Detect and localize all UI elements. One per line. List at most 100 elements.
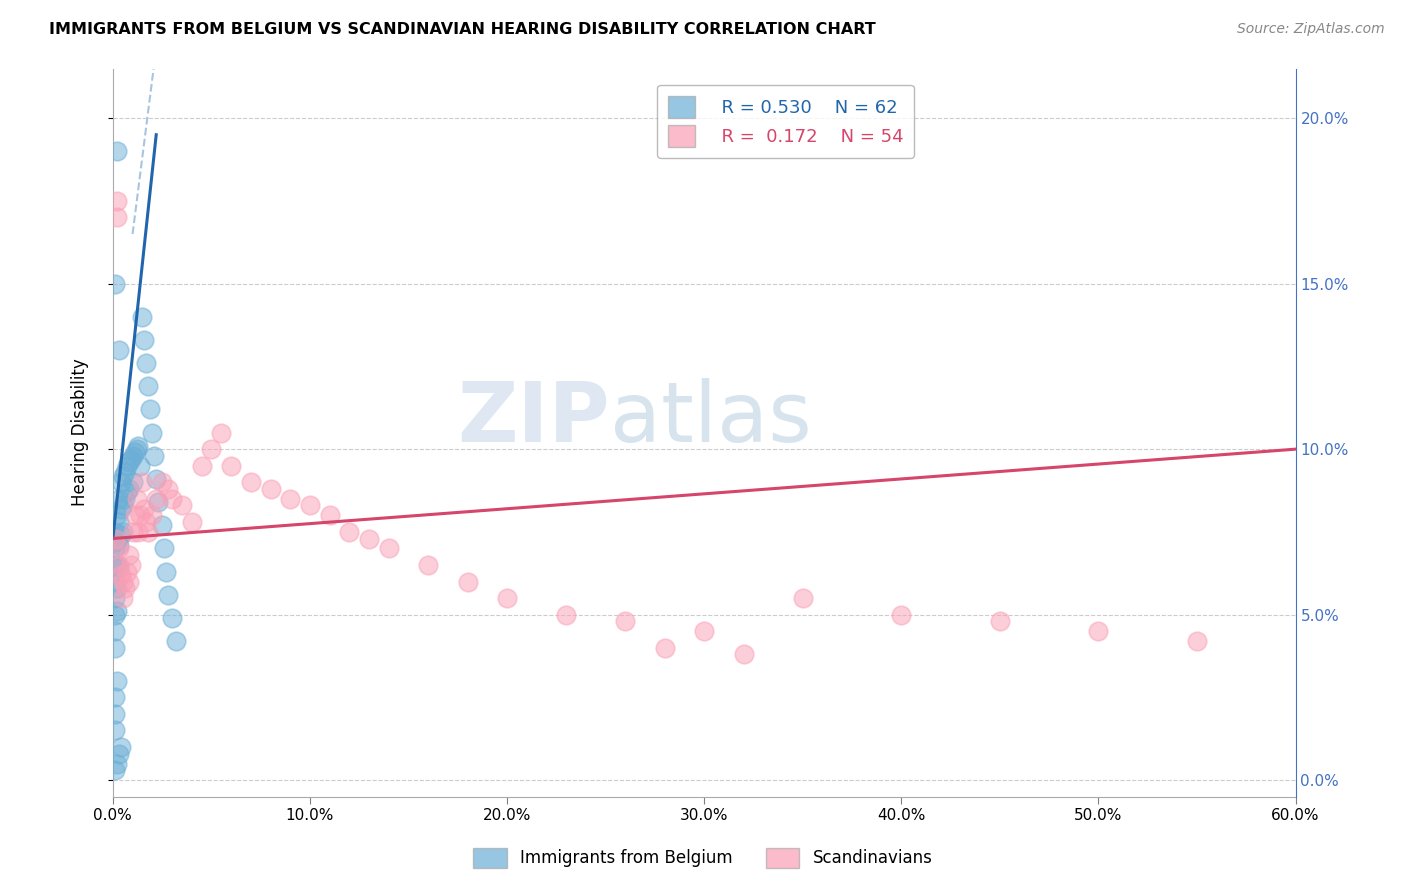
Point: [170, 499, 193, 513]
Y-axis label: Hearing Disability: Hearing Disability: [72, 359, 89, 507]
Point: [105, 756, 128, 771]
Point: [733, 648, 755, 662]
Point: [104, 763, 127, 777]
Point: [121, 475, 143, 490]
Point: [107, 541, 129, 556]
Point: [121, 524, 143, 539]
Point: [792, 591, 814, 606]
Point: [105, 145, 128, 159]
Point: [104, 277, 127, 291]
Point: [115, 565, 138, 579]
Text: atlas: atlas: [610, 377, 811, 458]
Point: [104, 723, 127, 738]
Point: [298, 499, 321, 513]
Point: [107, 747, 129, 761]
Point: [111, 524, 134, 539]
Point: [693, 624, 716, 639]
Point: [129, 508, 152, 523]
Point: [105, 581, 128, 595]
Point: [143, 449, 166, 463]
Point: [110, 528, 132, 542]
Legend:   R = 0.530    N = 62,   R =  0.172    N = 54: R = 0.530 N = 62, R = 0.172 N = 54: [657, 85, 914, 158]
Point: [107, 538, 129, 552]
Point: [107, 515, 129, 529]
Point: [105, 558, 128, 572]
Point: [117, 574, 139, 589]
Point: [114, 491, 136, 506]
Point: [107, 561, 129, 575]
Point: [165, 634, 187, 648]
Point: [219, 458, 242, 473]
Point: [114, 581, 136, 595]
Point: [117, 548, 139, 562]
Point: [129, 458, 152, 473]
Point: [153, 541, 176, 556]
Point: [104, 690, 127, 705]
Point: [104, 591, 127, 606]
Point: [107, 343, 129, 357]
Point: [160, 491, 183, 506]
Point: [654, 640, 676, 655]
Point: [127, 439, 149, 453]
Legend: Immigrants from Belgium, Scandinavians: Immigrants from Belgium, Scandinavians: [467, 841, 939, 875]
Point: [114, 466, 136, 480]
Point: [107, 558, 129, 572]
Point: [107, 491, 129, 506]
Point: [148, 495, 170, 509]
Point: [160, 611, 183, 625]
Point: [111, 468, 134, 483]
Point: [105, 508, 128, 523]
Point: [104, 541, 127, 556]
Point: [131, 475, 153, 490]
Point: [120, 558, 142, 572]
Point: [125, 442, 148, 457]
Point: [110, 739, 132, 754]
Point: [105, 194, 128, 208]
Text: ZIP: ZIP: [457, 377, 610, 458]
Text: IMMIGRANTS FROM BELGIUM VS SCANDINAVIAN HEARING DISABILITY CORRELATION CHART: IMMIGRANTS FROM BELGIUM VS SCANDINAVIAN …: [49, 22, 876, 37]
Point: [104, 624, 127, 639]
Point: [104, 706, 127, 721]
Point: [155, 565, 177, 579]
Point: [117, 482, 139, 496]
Point: [111, 574, 134, 589]
Point: [104, 640, 127, 655]
Point: [318, 508, 340, 523]
Point: [115, 458, 138, 473]
Point: [105, 604, 128, 618]
Point: [105, 673, 128, 688]
Point: [150, 475, 173, 490]
Point: [105, 211, 128, 225]
Point: [157, 588, 180, 602]
Point: [134, 501, 156, 516]
Point: [110, 501, 132, 516]
Point: [496, 591, 519, 606]
Point: [111, 591, 134, 606]
Point: [125, 491, 148, 506]
Point: [111, 499, 134, 513]
Point: [134, 333, 156, 347]
Point: [614, 614, 637, 628]
Point: [110, 568, 132, 582]
Point: [239, 475, 262, 490]
Point: [278, 491, 301, 506]
Point: [124, 445, 146, 459]
Point: [138, 524, 160, 539]
Point: [120, 452, 142, 467]
Point: [555, 607, 578, 622]
Point: [145, 472, 167, 486]
Point: [135, 356, 157, 370]
Point: [418, 558, 440, 572]
Point: [190, 458, 212, 473]
Point: [339, 524, 361, 539]
Point: [139, 402, 162, 417]
Point: [259, 482, 281, 496]
Point: [150, 518, 173, 533]
Point: [104, 532, 127, 546]
Point: [209, 425, 232, 440]
Point: [104, 524, 127, 539]
Point: [1087, 624, 1109, 639]
Point: [105, 534, 128, 549]
Text: Source: ZipAtlas.com: Source: ZipAtlas.com: [1237, 22, 1385, 37]
Point: [121, 449, 143, 463]
